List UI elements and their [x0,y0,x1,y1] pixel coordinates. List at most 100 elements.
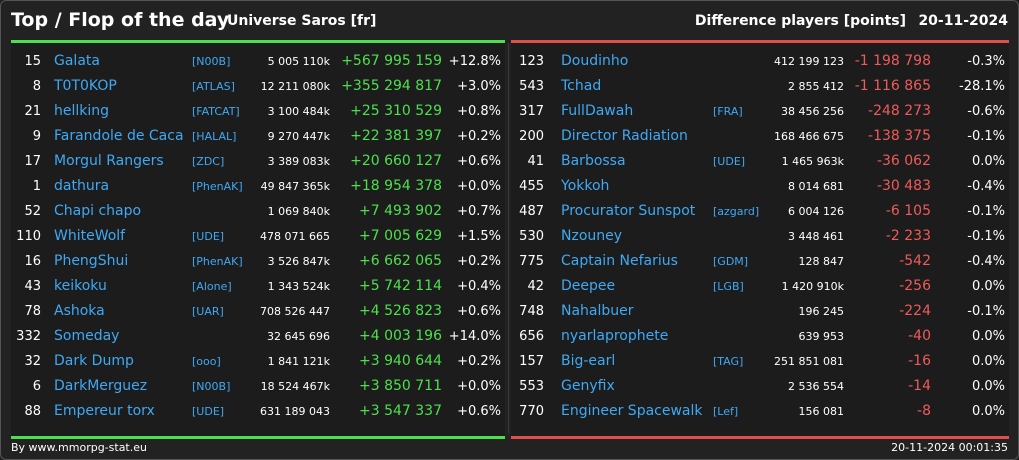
player-name-link[interactable]: Doudinho [561,53,629,69]
player-points: 9 270 447k [267,130,330,143]
footer: By www.mmorpg-stat.eu 20-11-2024 00:01:3… [1,437,1018,459]
alliance-tag-link[interactable]: [ooo] [192,355,221,368]
player-rank: 15 [24,54,41,69]
player-rank: 1 [32,179,41,194]
table-row: 110 WhiteWolf [UDE] 478 071 665 +7 005 629 +1… [11,224,505,249]
table-row: 123 Doudinho 412 199 123 -1 198 798 -0.3% [511,49,1009,74]
player-points: 5 005 110k [267,55,330,68]
player-rank: 770 [519,404,544,419]
player-name-link[interactable]: Ashoka [54,303,105,319]
player-points: 708 526 447 [260,305,330,318]
player-name-link[interactable]: Someday [54,328,120,344]
alliance-tag-link[interactable]: [Lef] [713,405,739,418]
player-points: 631 189 043 [260,405,330,418]
alliance-tag-link[interactable]: [N00B] [192,55,231,68]
player-rank: 157 [519,354,544,369]
alliance-tag-link[interactable]: [FATCAT] [192,105,240,118]
alliance-tag-link[interactable]: [UAR] [192,305,224,318]
player-name-link[interactable]: Captain Nefarius [561,253,678,269]
player-rank: 41 [527,154,544,169]
percent-change: -0.1% [967,204,1005,219]
alliance-tag-link[interactable]: [UDE] [713,155,746,168]
player-rank: 455 [519,179,544,194]
alliance-tag-link[interactable]: [ZDC] [192,155,225,168]
footer-credit: By www.mmorpg-stat.eu [11,441,147,454]
alliance-tag-link[interactable]: [azgard] [713,205,760,218]
player-points: 3 448 461 [788,230,844,243]
alliance-tag-link[interactable]: [PhenAK] [192,180,243,193]
player-name-link[interactable]: T0T0KOP [54,78,117,94]
points-difference: +6 662 065 [359,253,442,269]
player-name-link[interactable]: Barbossa [561,153,626,169]
player-name-link[interactable]: Deepee [561,278,616,294]
alliance-tag-link[interactable]: [LGB] [713,280,744,293]
player-points: 478 071 665 [260,230,330,243]
player-points: 1 420 910k [781,280,844,293]
player-name-link[interactable]: Chapi chapo [54,203,142,219]
player-name-link[interactable]: Farandole de Caca [54,128,184,144]
player-name-link[interactable]: Director Radiation [561,128,688,144]
header: Top / Flop of the day Universe Saros [fr… [1,1,1018,41]
points-difference: -2 233 [885,228,931,244]
table-row: 656 nyarlaprophete 639 953 -40 0.0% [511,324,1009,349]
alliance-tag-link[interactable]: [Alone] [192,280,232,293]
alliance-tag-link[interactable]: [GDM] [713,255,749,268]
player-rank: 6 [32,379,41,394]
percent-change: 0.0% [971,279,1005,294]
player-name-link[interactable]: keikoku [54,278,107,294]
points-difference: -6 105 [885,203,931,219]
table-row: 748 Nahalbuer 196 245 -224 -0.1% [511,299,1009,324]
alliance-tag-link[interactable]: [TAG] [713,355,744,368]
table-row: 487 Procurator Sunspot [azgard] 6 004 126 -6… [511,199,1009,224]
player-name-link[interactable]: nyarlaprophete [561,328,669,344]
player-name-link[interactable]: FullDawah [561,103,634,119]
top-players-table: 15 Galata [N00B] 5 005 110k +567 995 159 +12.… [11,40,505,439]
player-name-link[interactable]: DarkMerguez [54,378,148,394]
player-points: 18 524 467k [260,380,330,393]
player-name-link[interactable]: Tchad [561,78,602,94]
percent-change: 0.0% [971,379,1005,394]
points-difference: +3 940 644 [359,353,442,369]
header-date: 20-11-2024 [918,13,1008,29]
player-name-link[interactable]: Galata [54,53,100,69]
table-row: 9 Farandole de Caca [HALAL] 9 270 447k +22 3… [11,124,505,149]
alliance-tag-link[interactable]: [HALAL] [192,130,237,143]
player-points: 38 456 256 [781,105,844,118]
player-rank: 9 [32,129,41,144]
percent-change: -0.3% [967,54,1005,69]
player-name-link[interactable]: Yokkoh [561,178,610,194]
alliance-tag-link[interactable]: [UDE] [192,230,225,243]
player-name-link[interactable]: hellking [54,103,110,119]
player-name-link[interactable]: Engineer Spacewalk [561,403,703,419]
alliance-tag-link[interactable]: [PhenAK] [192,255,243,268]
points-difference: -14 [908,378,931,394]
player-name-link[interactable]: Dark Dump [54,353,134,369]
player-name-link[interactable]: Procurator Sunspot [561,203,696,219]
player-rank: 88 [24,404,41,419]
player-points: 168 466 675 [774,130,844,143]
alliance-tag-link[interactable]: [UDE] [192,405,225,418]
points-difference: +7 005 629 [359,228,442,244]
player-name-link[interactable]: Nzouney [561,228,623,244]
player-name-link[interactable]: Nahalbuer [561,303,634,319]
player-rank: 530 [519,229,544,244]
player-name-link[interactable]: dathura [54,178,110,194]
player-name-link[interactable]: Morgul Rangers [54,153,164,169]
points-difference: +4 526 823 [359,303,442,319]
player-name-link[interactable]: Big-earl [561,353,616,369]
points-difference: +5 742 114 [359,278,442,294]
player-name-link[interactable]: PhengShui [54,253,129,269]
percent-change: -0.4% [967,254,1005,269]
alliance-tag-link[interactable]: [N00B] [192,380,231,393]
player-name-link[interactable]: Genyfix [561,378,615,394]
alliance-tag-link[interactable]: [FRA] [713,105,743,118]
alliance-tag-link[interactable]: [ATLAS] [192,80,235,93]
player-name-link[interactable]: Empereur torx [54,403,155,419]
table-row: 530 Nzouney 3 448 461 -2 233 -0.1% [511,224,1009,249]
points-difference: -36 062 [876,153,931,169]
table-row: 88 Empereur torx [UDE] 631 189 043 +3 547 33… [11,399,505,424]
player-rank: 52 [24,204,41,219]
player-name-link[interactable]: WhiteWolf [54,228,126,244]
points-difference: +18 954 378 [350,178,442,194]
percent-change: +0.2% [457,254,501,269]
